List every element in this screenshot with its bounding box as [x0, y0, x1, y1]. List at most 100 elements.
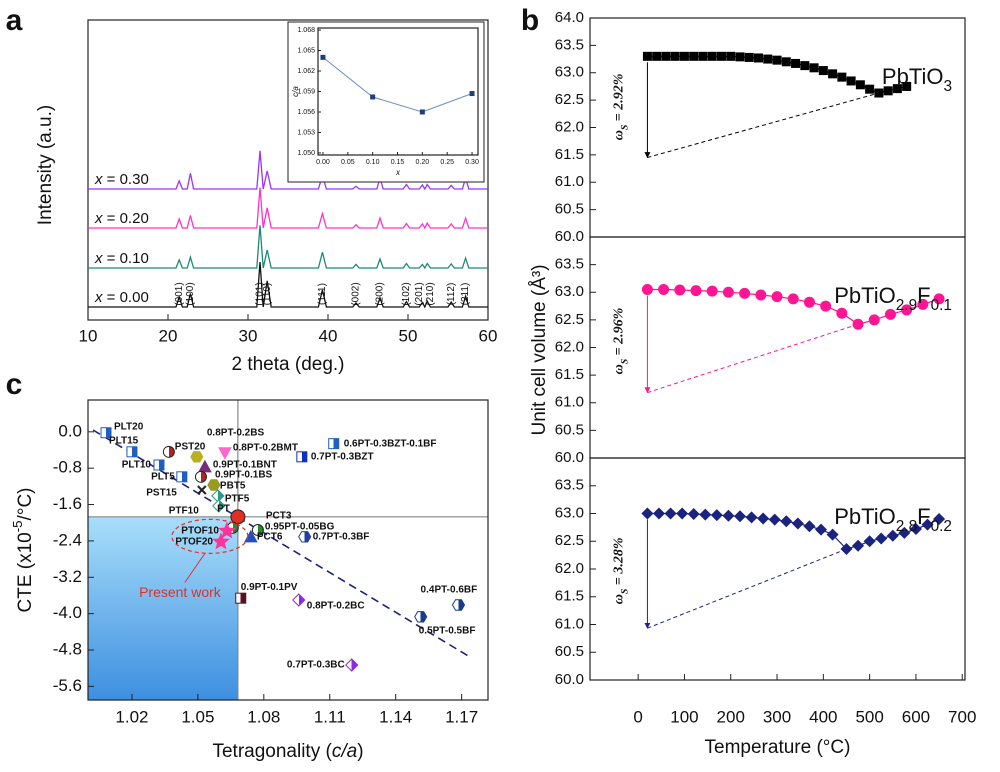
- plot-frame: [589, 457, 966, 681]
- y-tick-label: -3.2: [53, 567, 82, 586]
- peak-label: (101): [255, 282, 266, 305]
- volume-point: [658, 283, 670, 295]
- y-tick-label: 61.0: [555, 394, 584, 411]
- y-tick-label: 1.056: [297, 109, 315, 116]
- data-point: [176, 471, 188, 483]
- trend-line: [92, 429, 471, 658]
- peak-label: (200): [375, 282, 386, 305]
- point-label: 0.9PT-0.1PV: [241, 582, 298, 593]
- volume-point: [909, 523, 922, 536]
- data-point: [230, 509, 246, 525]
- volume-point: [689, 51, 699, 61]
- volume-point: [818, 66, 828, 76]
- point-label: PST15: [146, 488, 177, 499]
- peak-label: (001): [174, 282, 185, 305]
- plot-frame: [87, 19, 489, 321]
- volume-point: [722, 286, 734, 298]
- volume-point: [661, 51, 671, 61]
- point-label: 0.8PT-0.2BC: [307, 601, 365, 612]
- data-point: [212, 499, 226, 513]
- y-tick-label: -0.8: [53, 458, 82, 477]
- plot-frame: [589, 17, 966, 238]
- compound-label: PbTiO3: [882, 64, 952, 95]
- y-tick-label: 1.059: [297, 88, 315, 95]
- x-axis-label: Temperature (°C): [705, 737, 851, 758]
- volume-point: [670, 51, 680, 61]
- volume-point: [698, 51, 708, 61]
- x-tick-label: 1.05: [181, 707, 214, 726]
- volume-point: [739, 287, 751, 299]
- point-label: PTOF20: [175, 536, 213, 547]
- x-tick-label: 0.00: [316, 159, 330, 166]
- volume-point: [726, 51, 736, 61]
- volume-point: [687, 508, 700, 521]
- volume-point: [875, 532, 888, 545]
- data-point: [100, 427, 112, 439]
- volume-point: [716, 51, 726, 61]
- y-tick-label: 0.0: [58, 421, 82, 440]
- data-point: [194, 470, 207, 483]
- volume-point: [898, 526, 911, 539]
- point-label: 0.8PT-0.2BS: [207, 427, 265, 438]
- volume-point: [868, 314, 880, 326]
- data-point: [162, 445, 175, 458]
- volume-point: [837, 72, 847, 82]
- y-tick-label: 60.0: [555, 228, 584, 245]
- x-tick-label: 0: [633, 707, 642, 726]
- point-label: PTOF10: [181, 526, 219, 537]
- peak-label: (100): [185, 282, 196, 305]
- volume-point: [772, 55, 782, 65]
- xrd-pattern: [88, 150, 488, 191]
- plot-frame: [589, 236, 966, 459]
- peak-label: (201): [414, 282, 425, 305]
- peak-label: (102): [401, 282, 412, 305]
- volume-point: [820, 300, 832, 312]
- volume-point: [886, 529, 899, 542]
- x-tick-label: 50: [399, 326, 418, 345]
- ca-point: [370, 94, 376, 100]
- volume-point: [641, 283, 653, 295]
- x-tick-label: 1.02: [115, 707, 148, 726]
- volume-point: [809, 63, 819, 73]
- point-label: PT: [217, 503, 230, 514]
- xrd-pattern: [88, 261, 488, 309]
- ca-line: [322, 57, 473, 113]
- point-label: PLT10: [122, 460, 152, 471]
- data-point: [296, 451, 308, 463]
- volume-point: [699, 508, 712, 521]
- volume-point: [791, 58, 801, 68]
- volume-point: [892, 84, 902, 94]
- volume-point: [791, 517, 804, 530]
- data-point: [207, 479, 221, 491]
- y-axis-label: c/a: [291, 86, 300, 97]
- y-tick-label: -1.6: [53, 494, 82, 513]
- x-tick-label: 400: [809, 707, 837, 726]
- data-point: [251, 524, 264, 536]
- volume-point: [722, 509, 735, 522]
- data-point: [298, 531, 312, 543]
- y-tick-label: 62.0: [555, 118, 584, 135]
- volume-point: [780, 515, 793, 528]
- y-tick-label: 1.068: [297, 27, 315, 34]
- highlight-ellipse: [171, 518, 249, 554]
- peak-label: (111): [317, 283, 328, 305]
- volume-point: [771, 291, 783, 303]
- volume-point: [826, 528, 839, 541]
- compound-label: PbTiO2.8F0.2: [834, 504, 952, 535]
- peak-label: (110): [262, 283, 273, 306]
- y-tick-label: -2.4: [53, 530, 82, 549]
- y-tick-label: 62.0: [555, 338, 584, 355]
- y-tick-label: 1.062: [297, 68, 315, 75]
- xrd-pattern: [88, 225, 488, 270]
- point-label: PLT15: [109, 435, 139, 446]
- x-tick-label: 60: [479, 326, 498, 345]
- volume-point: [836, 307, 848, 319]
- peak-label: (210): [425, 282, 436, 305]
- series-label: x = 0.00: [94, 289, 149, 306]
- y-tick-label: 1.053: [297, 129, 315, 136]
- x-axis-label: Tetragonality (c/a): [212, 741, 363, 762]
- series-label: x = 0.20: [94, 210, 149, 227]
- x-axis-label: 2 theta (deg.): [231, 354, 344, 375]
- volume-point: [846, 76, 856, 86]
- data-point: [212, 532, 230, 550]
